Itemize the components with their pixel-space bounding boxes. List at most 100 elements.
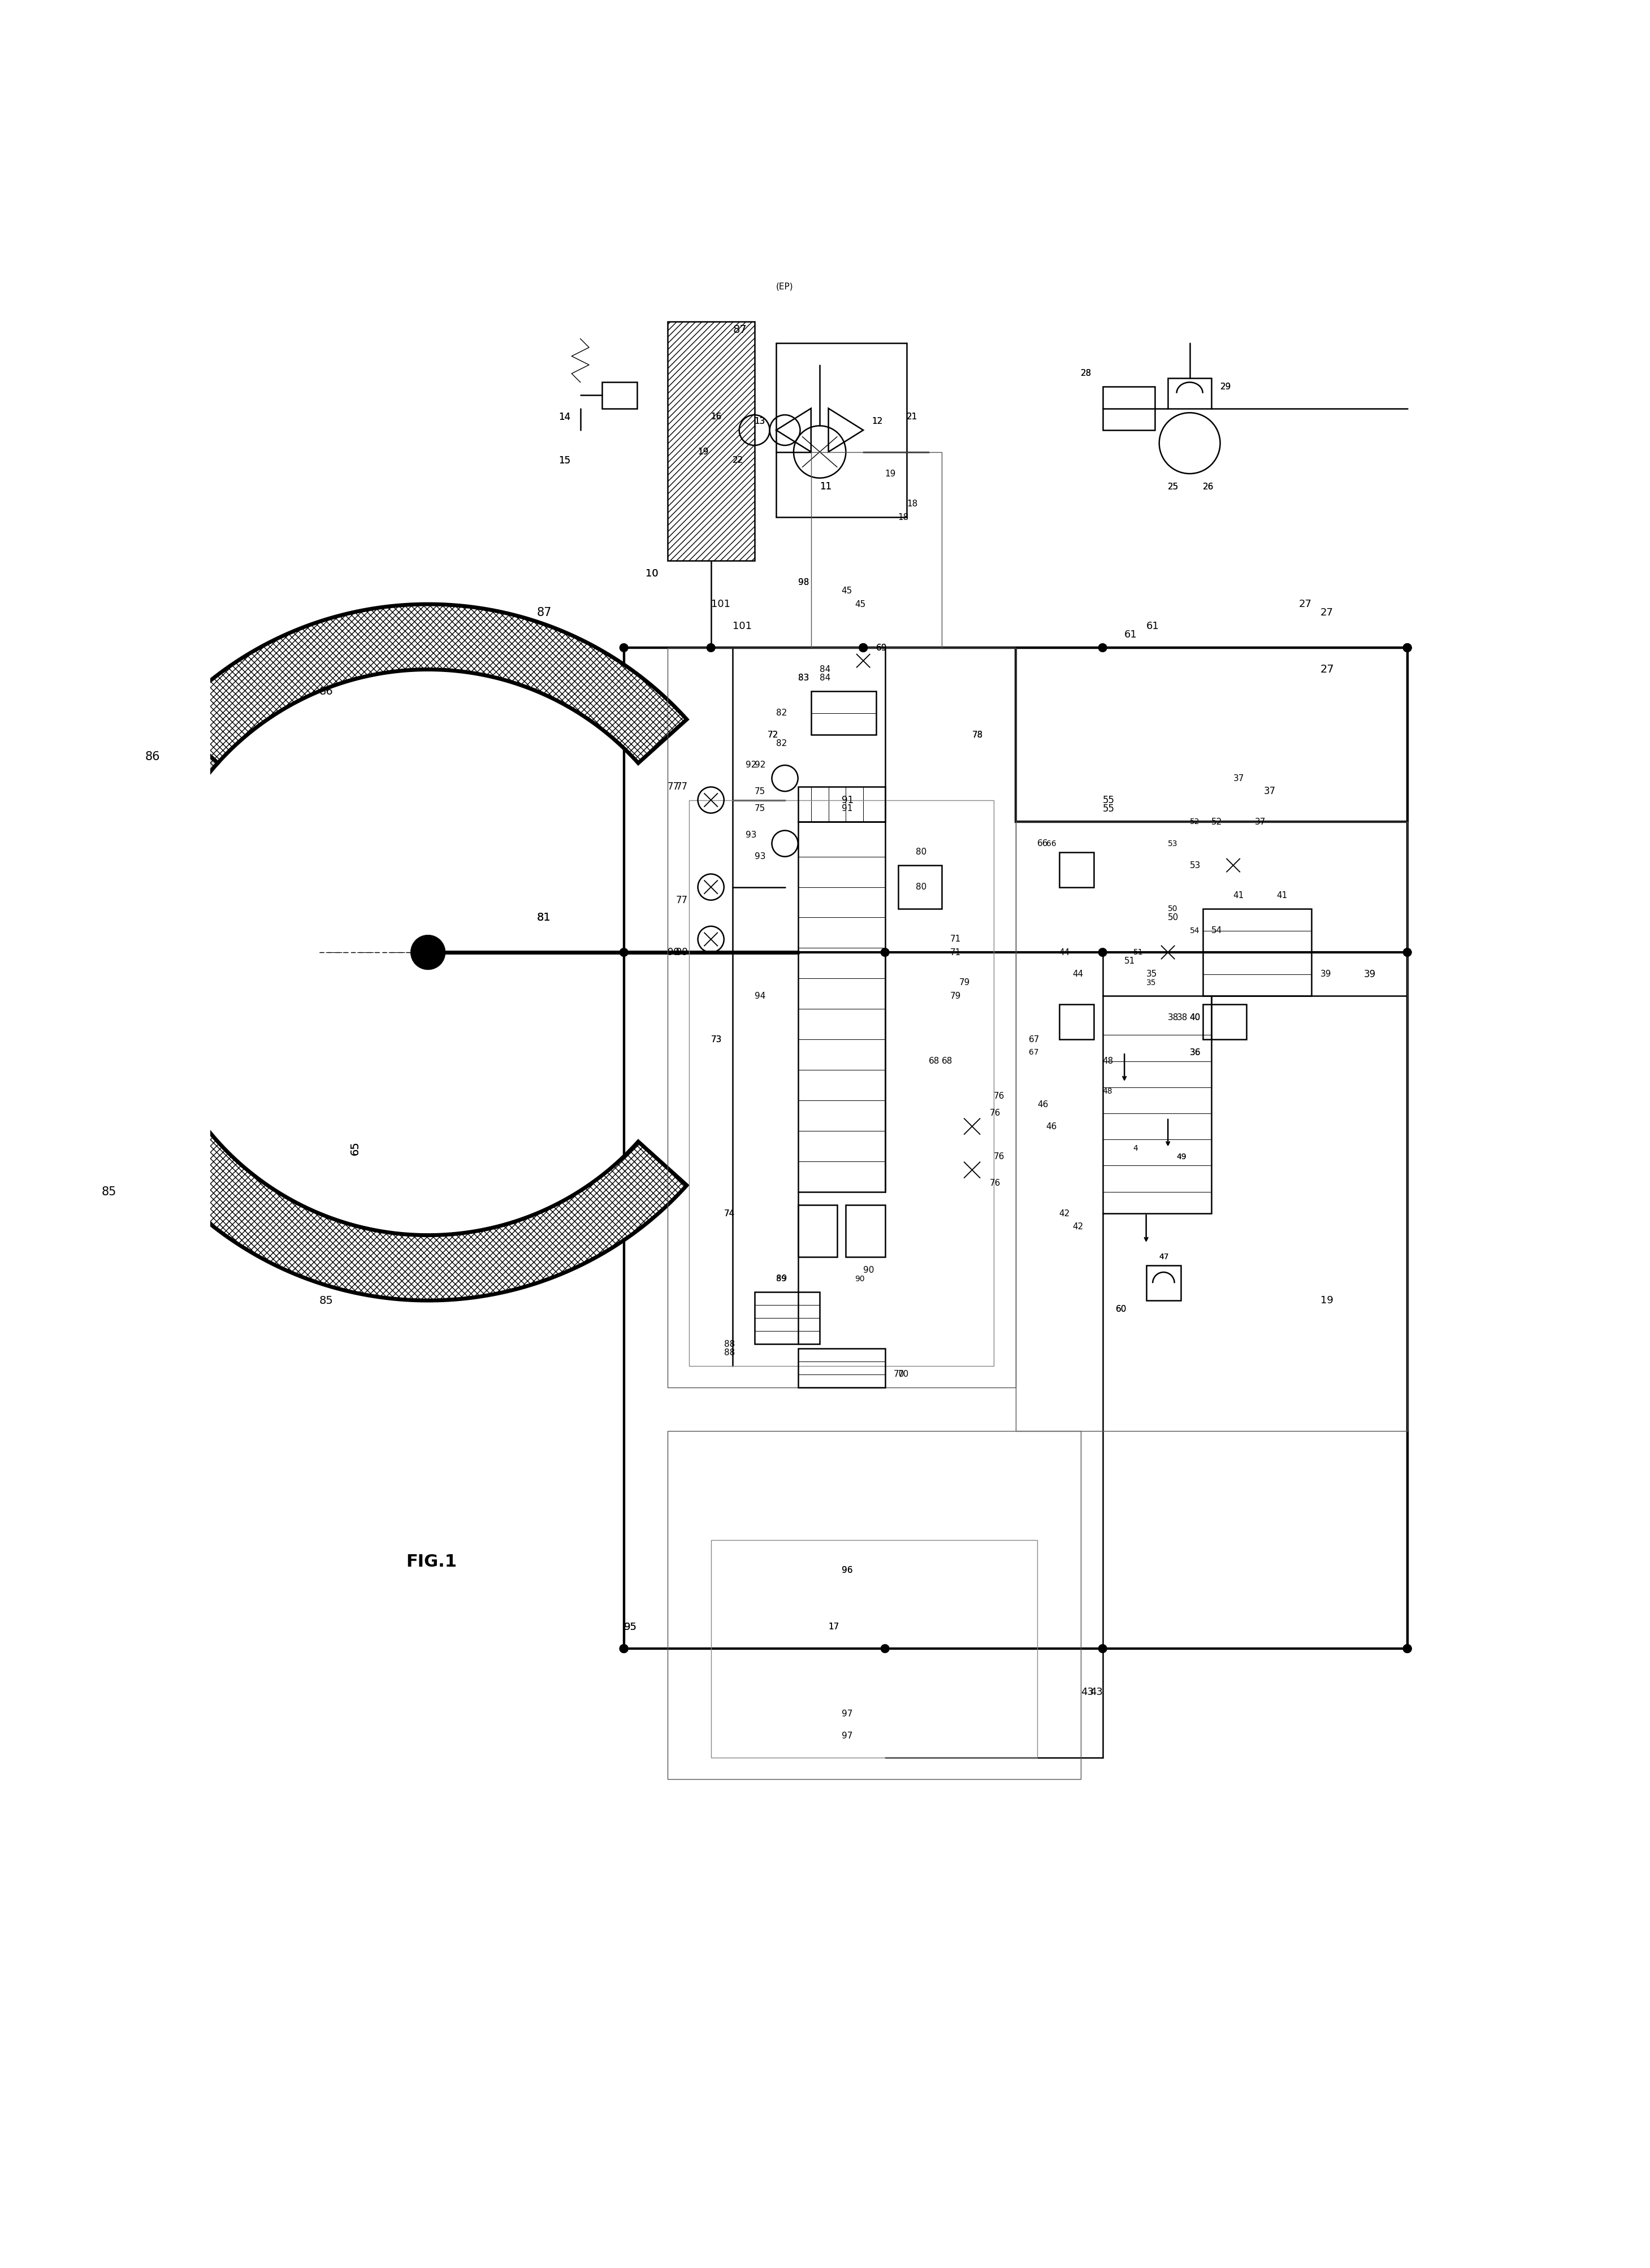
Text: 70: 70 (898, 1370, 909, 1379)
Text: 21: 21 (908, 413, 917, 422)
Bar (799, 1204, 837, 1256)
Text: 98: 98 (799, 578, 808, 587)
Text: 53: 53 (1168, 839, 1178, 848)
Text: 97: 97 (842, 1710, 853, 1719)
Text: 55: 55 (1102, 803, 1114, 814)
Bar (812, 692, 876, 735)
Bar (690, 801, 993, 1365)
Text: 37: 37 (1256, 816, 1266, 826)
Text: 22: 22 (733, 456, 744, 465)
Text: 80: 80 (916, 882, 926, 891)
Text: 40: 40 (1190, 1014, 1201, 1023)
Text: 45: 45 (855, 601, 866, 608)
Text: 40: 40 (1190, 1014, 1201, 1023)
Text: 85: 85 (318, 1295, 333, 1306)
Bar (602, 383, 637, 408)
Bar (1147, 1266, 1181, 1300)
Text: 99: 99 (667, 948, 680, 957)
Text: 17: 17 (828, 1622, 840, 1631)
Bar (1016, 649, 1407, 821)
Text: 76: 76 (993, 1152, 1005, 1161)
Bar (898, 866, 942, 909)
Text: 43: 43 (1089, 1687, 1102, 1696)
Text: 71: 71 (950, 948, 962, 957)
Text: 88: 88 (724, 1340, 734, 1347)
Bar (799, 787, 884, 821)
Text: 50: 50 (1168, 914, 1178, 921)
Text: 48: 48 (1102, 1057, 1114, 1066)
Text: 74: 74 (724, 1209, 734, 1218)
Circle shape (1402, 948, 1412, 957)
Text: 91: 91 (842, 796, 853, 805)
Text: 41: 41 (1233, 891, 1244, 900)
Text: 60: 60 (1115, 1304, 1127, 1313)
Circle shape (1402, 1644, 1412, 1653)
Text: 61: 61 (1124, 631, 1137, 640)
Bar (1203, 909, 1312, 996)
Text: 86: 86 (318, 685, 333, 696)
Text: 73: 73 (711, 1034, 721, 1043)
Text: 76: 76 (990, 1179, 1000, 1186)
Text: 78: 78 (972, 730, 983, 739)
Text: 25: 25 (1168, 483, 1178, 490)
Bar (1102, 996, 1211, 1213)
Text: 54: 54 (1211, 925, 1223, 934)
Text: 38: 38 (1176, 1014, 1188, 1023)
Text: 36: 36 (1190, 1048, 1201, 1057)
Text: 77: 77 (676, 896, 688, 905)
Text: 68: 68 (942, 1057, 952, 1066)
Text: 82: 82 (775, 710, 787, 717)
Text: 78: 78 (972, 730, 983, 739)
Bar (1059, 853, 1094, 887)
Text: 22: 22 (733, 456, 744, 465)
Text: 101: 101 (733, 621, 752, 631)
Text: 17: 17 (828, 1622, 840, 1631)
Text: 93: 93 (754, 853, 766, 862)
Text: 96: 96 (842, 1565, 853, 1574)
Text: 11: 11 (820, 481, 832, 492)
Circle shape (860, 644, 868, 653)
Text: 51: 51 (1134, 948, 1143, 957)
Text: 61: 61 (1147, 621, 1158, 631)
Text: 75: 75 (754, 805, 766, 812)
Text: 71: 71 (950, 934, 962, 943)
Circle shape (1402, 644, 1412, 653)
Text: 60: 60 (1115, 1304, 1127, 1313)
Text: 13: 13 (754, 417, 766, 426)
Text: 95: 95 (624, 1622, 637, 1633)
Text: 27: 27 (1320, 665, 1335, 676)
Text: 98: 98 (799, 578, 808, 587)
Text: 99: 99 (676, 948, 688, 957)
Text: 10: 10 (645, 569, 658, 578)
Text: 42: 42 (1072, 1222, 1082, 1232)
Text: 15: 15 (559, 456, 571, 465)
Bar (812, 451, 942, 649)
Text: 66: 66 (1038, 839, 1048, 848)
Text: 54: 54 (1190, 928, 1200, 934)
Text: FIG.1: FIG.1 (406, 1554, 457, 1569)
Text: 37: 37 (1264, 787, 1275, 796)
Text: 35: 35 (1147, 971, 1157, 978)
Text: 42: 42 (1059, 1209, 1069, 1218)
Text: 69: 69 (876, 644, 888, 651)
Text: 16: 16 (711, 413, 721, 422)
Text: 85: 85 (102, 1186, 117, 1198)
Text: 76: 76 (993, 1091, 1005, 1100)
Text: 29: 29 (1219, 383, 1231, 390)
Circle shape (1099, 948, 1107, 957)
Circle shape (1099, 644, 1107, 653)
Text: 101: 101 (711, 599, 731, 610)
Text: 39: 39 (1365, 968, 1376, 980)
Text: 92: 92 (754, 762, 766, 769)
Text: 81: 81 (536, 912, 551, 923)
Text: 35: 35 (1147, 980, 1157, 987)
Text: 65: 65 (350, 1141, 360, 1154)
Text: 19: 19 (698, 447, 709, 456)
Text: 48: 48 (1102, 1089, 1112, 1095)
Text: 76: 76 (990, 1109, 1000, 1118)
Text: 27: 27 (1320, 608, 1333, 617)
Text: 10: 10 (645, 569, 658, 578)
Text: 72: 72 (767, 730, 779, 739)
Text: 79: 79 (959, 978, 970, 987)
Bar (667, 1431, 1081, 1778)
